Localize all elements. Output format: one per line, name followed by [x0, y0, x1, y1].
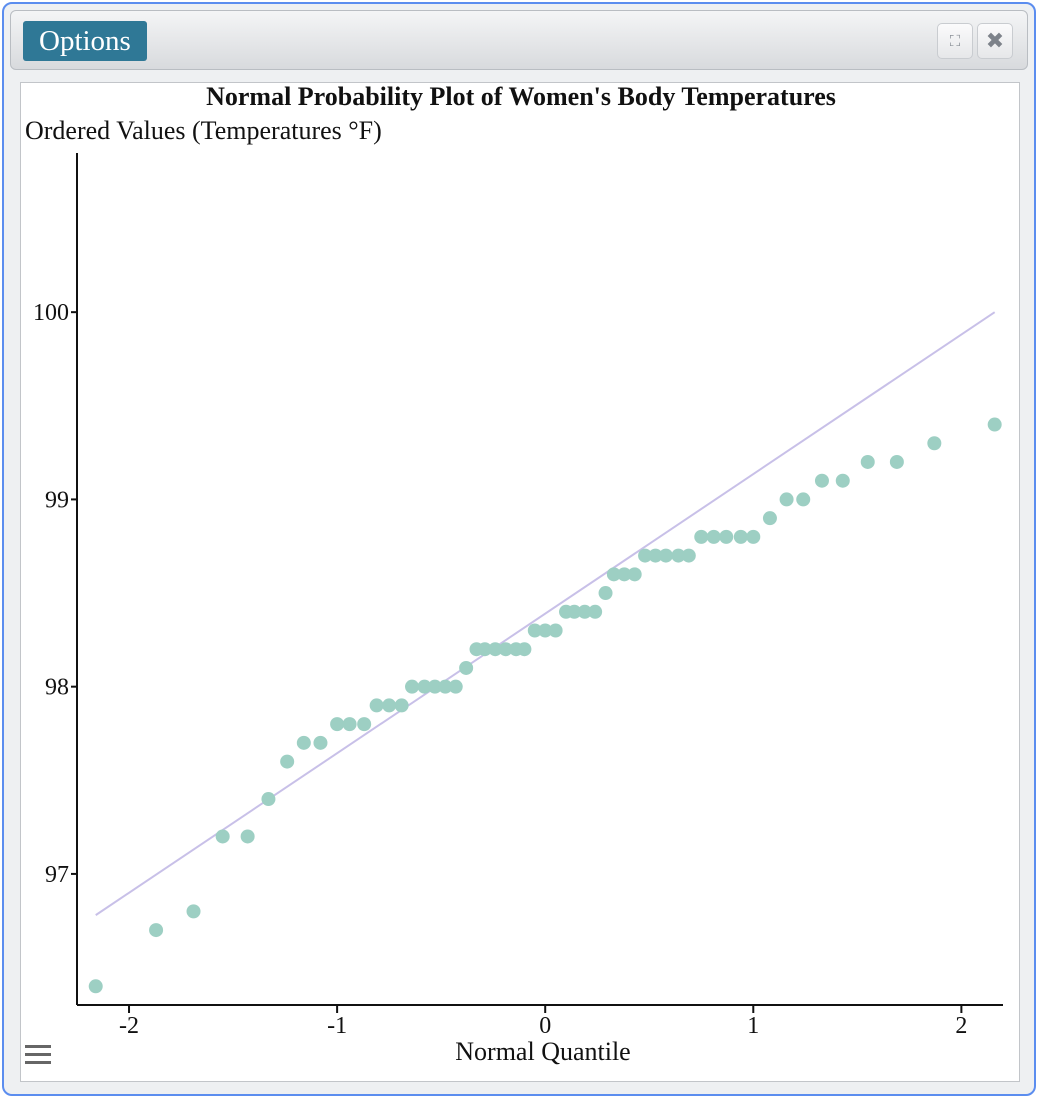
data-point[interactable] [394, 698, 409, 713]
data-point[interactable] [648, 548, 663, 563]
data-point[interactable] [719, 529, 734, 544]
data-point[interactable] [405, 679, 420, 694]
plot-panel: Normal Probability Plot of Women's Body … [20, 82, 1020, 1082]
data-point[interactable] [548, 623, 563, 638]
x-tick-label: 1 [747, 1013, 759, 1039]
data-point[interactable] [382, 698, 397, 713]
data-point[interactable] [240, 829, 255, 844]
data-point[interactable] [357, 717, 372, 732]
data-point[interactable] [627, 567, 642, 582]
data-point[interactable] [477, 642, 492, 657]
close-button[interactable]: ✖ [977, 23, 1013, 59]
x-tick-label: 0 [539, 1013, 551, 1039]
data-point[interactable] [313, 735, 328, 750]
y-axis-label: Ordered Values (Temperatures °F) [25, 116, 382, 145]
hamburger-menu-icon[interactable] [25, 1045, 51, 1065]
data-point[interactable] [438, 679, 453, 694]
data-point[interactable] [671, 548, 686, 563]
data-point[interactable] [889, 454, 904, 469]
data-point[interactable] [835, 473, 850, 488]
data-point[interactable] [459, 660, 474, 675]
data-point[interactable] [606, 567, 621, 582]
data-point[interactable] [681, 548, 696, 563]
data-point[interactable] [527, 623, 542, 638]
data-point[interactable] [369, 698, 384, 713]
data-point[interactable] [779, 492, 794, 507]
data-point[interactable] [448, 679, 463, 694]
normal-probability-plot: Normal Probability Plot of Women's Body … [25, 83, 1003, 1066]
y-tick-label: 100 [33, 300, 69, 326]
data-point[interactable] [261, 792, 276, 807]
data-point[interactable] [280, 754, 295, 769]
chart-title: Normal Probability Plot of Women's Body … [206, 83, 836, 111]
data-point[interactable] [215, 829, 230, 844]
data-point[interactable] [617, 567, 632, 582]
data-point[interactable] [638, 548, 653, 563]
data-point[interactable] [538, 623, 553, 638]
data-point[interactable] [598, 586, 613, 601]
data-point[interactable] [88, 979, 103, 994]
data-point[interactable] [498, 642, 513, 657]
reference-line [95, 311, 996, 916]
data-point[interactable] [296, 735, 311, 750]
y-tick-label: 97 [45, 862, 69, 888]
y-tick-label: 99 [45, 487, 69, 513]
data-point[interactable] [814, 473, 829, 488]
x-tick-label: 2 [955, 1013, 967, 1039]
x-tick-label: -2 [119, 1013, 139, 1039]
data-point[interactable] [658, 548, 673, 563]
data-point[interactable] [342, 717, 357, 732]
data-point[interactable] [488, 642, 503, 657]
data-point[interactable] [796, 492, 811, 507]
data-point[interactable] [567, 604, 582, 619]
data-point[interactable] [330, 717, 345, 732]
data-point[interactable] [927, 436, 942, 451]
x-axis-label: Normal Quantile [455, 1037, 630, 1066]
y-tick-label: 98 [45, 675, 69, 701]
data-point[interactable] [417, 679, 432, 694]
data-point[interactable] [149, 923, 164, 938]
data-point[interactable] [706, 529, 721, 544]
data-point[interactable] [987, 417, 1002, 432]
data-point[interactable] [694, 529, 709, 544]
x-tick-label: -1 [327, 1013, 347, 1039]
data-point[interactable] [427, 679, 442, 694]
data-point[interactable] [186, 904, 201, 919]
data-point[interactable] [762, 511, 777, 526]
expand-button[interactable]: ⛶ [937, 23, 973, 59]
data-point[interactable] [733, 529, 748, 544]
data-point[interactable] [746, 529, 761, 544]
window-titlebar: Options ⛶ ✖ [10, 10, 1028, 70]
data-point[interactable] [588, 604, 603, 619]
data-point[interactable] [517, 642, 532, 657]
data-point[interactable] [577, 604, 592, 619]
data-point[interactable] [860, 454, 875, 469]
close-icon: ✖ [985, 28, 1005, 54]
expand-icon: ⛶ [949, 32, 961, 50]
options-button[interactable]: Options [23, 21, 147, 61]
